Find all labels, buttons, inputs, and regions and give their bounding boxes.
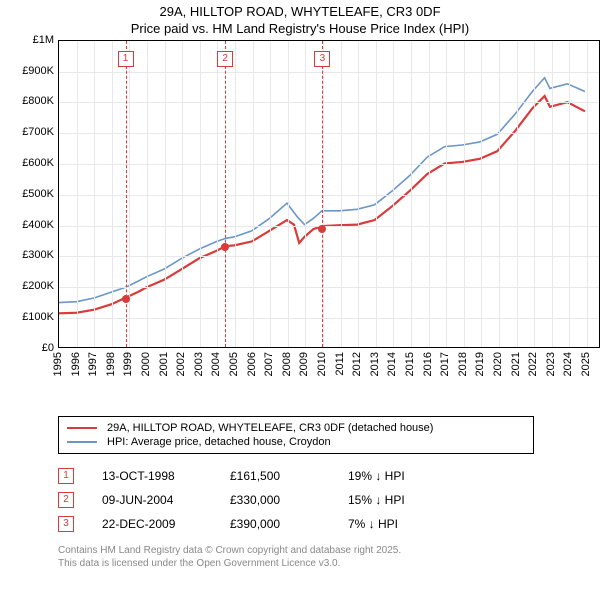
chart-container: 29A, HILLTOP ROAD, WHYTELEAFE, CR3 0DF P… xyxy=(0,0,600,590)
y-axis-label: £100K xyxy=(8,311,54,323)
x-axis-label: 2018 xyxy=(457,352,469,376)
y-axis-label: £300K xyxy=(8,249,54,261)
x-axis-label: 2002 xyxy=(175,352,187,376)
x-axis-label: 1995 xyxy=(52,352,64,376)
x-axis-label: 2020 xyxy=(492,352,504,376)
marker-dot xyxy=(221,243,229,251)
y-axis-label: £500K xyxy=(8,188,54,200)
x-axis-label: 2023 xyxy=(545,352,557,376)
x-axis-label: 1997 xyxy=(87,352,99,376)
transaction-marker: 3 xyxy=(58,516,74,532)
transaction-hpi-delta: 15% ↓ HPI xyxy=(348,493,438,507)
transaction-hpi-delta: 19% ↓ HPI xyxy=(348,469,438,483)
transaction-marker: 1 xyxy=(58,468,74,484)
transaction-marker: 2 xyxy=(58,492,74,508)
x-axis-label: 2012 xyxy=(351,352,363,376)
x-axis-label: 2014 xyxy=(386,352,398,376)
x-axis-label: 2009 xyxy=(298,352,310,376)
x-axis-label: 2010 xyxy=(316,352,328,376)
x-axis-label: 2001 xyxy=(158,352,170,376)
title-block: 29A, HILLTOP ROAD, WHYTELEAFE, CR3 0DF P… xyxy=(0,0,600,40)
x-axis-label: 2013 xyxy=(369,352,381,376)
legend-swatch xyxy=(67,427,97,429)
y-axis-label: £0 xyxy=(8,342,54,354)
marker-box: 1 xyxy=(118,51,134,67)
marker-line xyxy=(322,41,323,347)
x-axis-label: 2021 xyxy=(510,352,522,376)
x-axis-label: 2011 xyxy=(334,352,346,376)
x-axis-label: 2017 xyxy=(439,352,451,376)
plot-region: 1 2 3 xyxy=(58,40,600,348)
title-line-2: Price paid vs. HM Land Registry's House … xyxy=(0,21,600,38)
legend-swatch xyxy=(67,441,97,443)
y-axis-label: £1M xyxy=(8,34,54,46)
y-axis-label: £200K xyxy=(8,280,54,292)
marker-box: 3 xyxy=(314,51,330,67)
footer-line-2: This data is licensed under the Open Gov… xyxy=(58,557,600,570)
y-axis-label: £700K xyxy=(8,126,54,138)
y-axis-label: £400K xyxy=(8,219,54,231)
legend-item: 29A, HILLTOP ROAD, WHYTELEAFE, CR3 0DF (… xyxy=(67,421,525,435)
title-line-1: 29A, HILLTOP ROAD, WHYTELEAFE, CR3 0DF xyxy=(0,4,600,21)
series-svg xyxy=(59,41,599,347)
x-axis-label: 2016 xyxy=(422,352,434,376)
x-axis-label: 2000 xyxy=(140,352,152,376)
transaction-price: £390,000 xyxy=(230,517,320,531)
chart-area: 123 £0£100K£200K£300K£400K£500K£600K£700… xyxy=(32,40,600,380)
transaction-date: 22-DEC-2009 xyxy=(102,517,202,531)
x-axis-label: 2008 xyxy=(281,352,293,376)
x-axis-label: 2007 xyxy=(263,352,275,376)
marker-box: 2 xyxy=(217,51,233,67)
x-axis-label: 2019 xyxy=(474,352,486,376)
y-axis-label: £600K xyxy=(8,157,54,169)
x-axis-label: 2024 xyxy=(562,352,574,376)
legend-item: HPI: Average price, detached house, Croy… xyxy=(67,435,525,449)
x-axis-label: 2025 xyxy=(580,352,592,376)
marker-dot xyxy=(122,295,130,303)
transaction-hpi-delta: 7% ↓ HPI xyxy=(348,517,438,531)
transaction-date: 13-OCT-1998 xyxy=(102,469,202,483)
x-axis-label: 1999 xyxy=(122,352,134,376)
x-axis-label: 2005 xyxy=(228,352,240,376)
transaction-table: 1 13-OCT-1998 £161,500 19% ↓ HPI 2 09-JUN-200… xyxy=(58,464,534,536)
x-axis-label: 2004 xyxy=(210,352,222,376)
y-axis-label: £900K xyxy=(8,65,54,77)
x-axis-label: 2022 xyxy=(527,352,539,376)
x-axis-label: 2015 xyxy=(404,352,416,376)
footer-attribution: Contains HM Land Registry data © Crown c… xyxy=(58,544,600,570)
legend: 29A, HILLTOP ROAD, WHYTELEAFE, CR3 0DF (… xyxy=(58,416,534,454)
legend-label: HPI: Average price, detached house, Croy… xyxy=(107,436,331,448)
x-axis-label: 2003 xyxy=(193,352,205,376)
x-axis-label: 1998 xyxy=(105,352,117,376)
footer-line-1: Contains HM Land Registry data © Crown c… xyxy=(58,544,600,557)
transaction-row: 3 22-DEC-2009 £390,000 7% ↓ HPI xyxy=(58,512,534,536)
x-axis-label: 1996 xyxy=(70,352,82,376)
transaction-row: 1 13-OCT-1998 £161,500 19% ↓ HPI xyxy=(58,464,534,488)
legend-label: 29A, HILLTOP ROAD, WHYTELEAFE, CR3 0DF (… xyxy=(107,422,433,434)
marker-dot xyxy=(318,225,326,233)
transaction-price: £161,500 xyxy=(230,469,320,483)
x-axis-label: 2006 xyxy=(246,352,258,376)
marker-line xyxy=(225,41,226,347)
transaction-price: £330,000 xyxy=(230,493,320,507)
transaction-date: 09-JUN-2004 xyxy=(102,493,202,507)
transaction-row: 2 09-JUN-2004 £330,000 15% ↓ HPI xyxy=(58,488,534,512)
y-axis-label: £800K xyxy=(8,95,54,107)
